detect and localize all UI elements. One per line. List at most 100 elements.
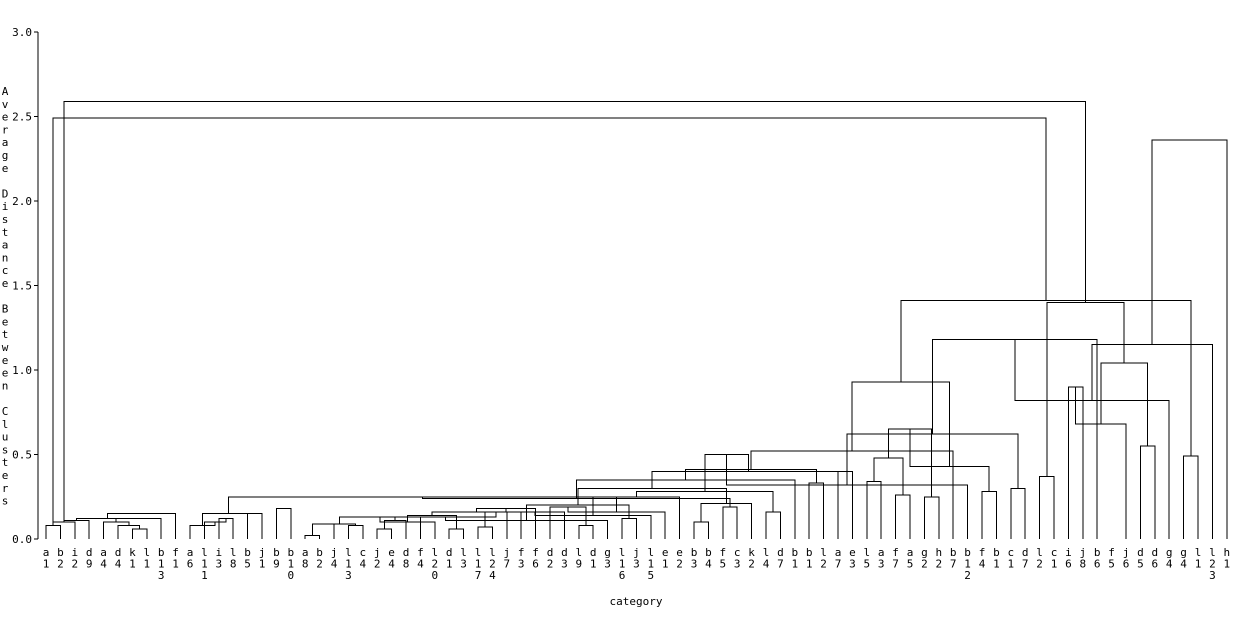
y-axis-label-char: c [2,264,9,277]
leaf-label-char: 6 [1094,558,1101,571]
y-axis-label-char: B [2,303,9,316]
leaf-label: i2 [71,546,78,571]
y-axis-label-char: n [2,379,9,392]
dendrogram-link [923,496,940,539]
dendrogram-link [722,506,738,539]
leaf-label: b1 [806,546,813,571]
leaf-label: b9 [273,546,280,571]
leaf-label-char: d [1137,546,1144,559]
dendrogram-links [45,100,1228,539]
leaf-label-char: f [719,546,726,559]
leaf-label-char: 8 [302,558,309,571]
y-tick-label: 3.0 [12,26,32,39]
dendrogram-link [52,117,1047,526]
dendrogram-link [651,470,846,489]
leaf-label: l13 [345,546,352,582]
leaf-label: j4 [331,546,338,571]
leaf-label-char: l [201,546,208,559]
leaf-label-char: l [230,546,237,559]
dendrogram-link [1039,475,1055,539]
leaf-label: j2 [374,546,381,571]
leaf-label-char: l [460,546,467,559]
leaf-label-char: 4 [705,558,712,571]
leaf-label: b2 [57,546,64,571]
leaf-label-char: d [777,546,784,559]
y-axis-label-char: e [2,354,9,367]
leaf-label-char: b [806,546,813,559]
leaf-label-char: 1 [43,558,50,571]
leaf-label-char: j [633,546,640,559]
y-axis-label-char: s [2,443,9,456]
leaf-label-char: j [331,546,338,559]
leaf-label: b1 [791,546,798,571]
leaf-label: a5 [907,546,914,571]
leaf-label-char: 1 [446,558,453,571]
leaf-label-char: i [215,546,222,559]
y-axis-label-char: l [2,418,9,431]
y-axis-label-char: s [2,495,9,508]
leaf-label-char: l [345,546,352,559]
leaf-label-char: 3 [734,558,741,571]
leaf-label: l3 [460,546,467,571]
leaf-label-char: d [561,546,568,559]
leaf-label-char: 7 [503,558,510,571]
leaf-label: j3 [633,546,640,571]
leaf-label: d8 [403,546,410,571]
leaf-label-char: j [259,546,266,559]
leaf-label-char: 2 [964,569,971,582]
y-axis-label-char: w [2,341,9,354]
leaf-label-char: c [1007,546,1014,559]
leaf-label-char: b [964,546,971,559]
leaf-label: k2 [748,546,755,571]
leaf-label-char: l [647,546,654,559]
y-axis-label-char: t [2,226,9,239]
leaf-label-char: l [431,546,438,559]
leaf-label-char: 6 [1151,558,1158,571]
leaf-label: i6 [1065,546,1072,571]
leaf-label-char: 3 [518,558,525,571]
leaf-labels: a1b2i2d9a4d4k1l1b13f1a6l11i3l8b5j1b9b10a… [43,546,1230,582]
leaf-label-char: l [619,546,626,559]
leaf-label-char: 2 [547,558,554,571]
leaf-label-char: 3 [345,569,352,582]
leaf-label: j1 [259,546,266,571]
leaf-label-char: 4 [1180,558,1187,571]
leaf-label-char: 3 [460,558,467,571]
dendrogram-link [578,524,594,539]
leaf-label-char: a [302,546,309,559]
leaf-label-char: 4 [489,569,496,582]
y-tick-label: 2.5 [12,111,32,124]
y-axis-label-char: e [2,469,9,482]
dendrogram-link [448,528,465,539]
y-axis-label-char: v [2,98,9,111]
dendrogram-link [202,513,255,526]
leaf-label: g4 [1180,546,1187,571]
leaf-label: b10 [287,546,294,582]
leaf-label-char: g [921,546,928,559]
leaf-label: b13 [158,546,165,582]
y-axis-label-char: i [2,200,9,213]
leaf-label-char: 4 [359,558,366,571]
leaf-label: b7 [950,546,957,571]
leaf-label-char: 1 [259,558,266,571]
leaf-label-char: d [86,546,93,559]
leaf-label-char: b [57,546,64,559]
leaf-label: f5 [1108,546,1115,571]
leaf-label: g2 [921,546,928,571]
leaf-label-char: 1 [662,558,669,571]
y-axis-label-char: n [2,251,9,264]
leaf-label: b12 [964,546,971,582]
leaf-label: b2 [316,546,323,571]
leaf-label: l5 [863,546,870,571]
y-axis-label-char: e [2,367,9,380]
leaf-label-char: 2 [489,558,496,571]
y-tick-label: 1.5 [12,280,32,293]
leaf-label: l11 [201,546,208,582]
leaf-label-char: b [1094,546,1101,559]
leaf-label-char: 4 [100,558,107,571]
leaf-label: j7 [503,546,510,571]
dendrogram-link [247,513,263,539]
leaf-label-char: l [863,546,870,559]
leaf-label-char: l [1036,546,1043,559]
dendrogram-link [1100,362,1149,447]
